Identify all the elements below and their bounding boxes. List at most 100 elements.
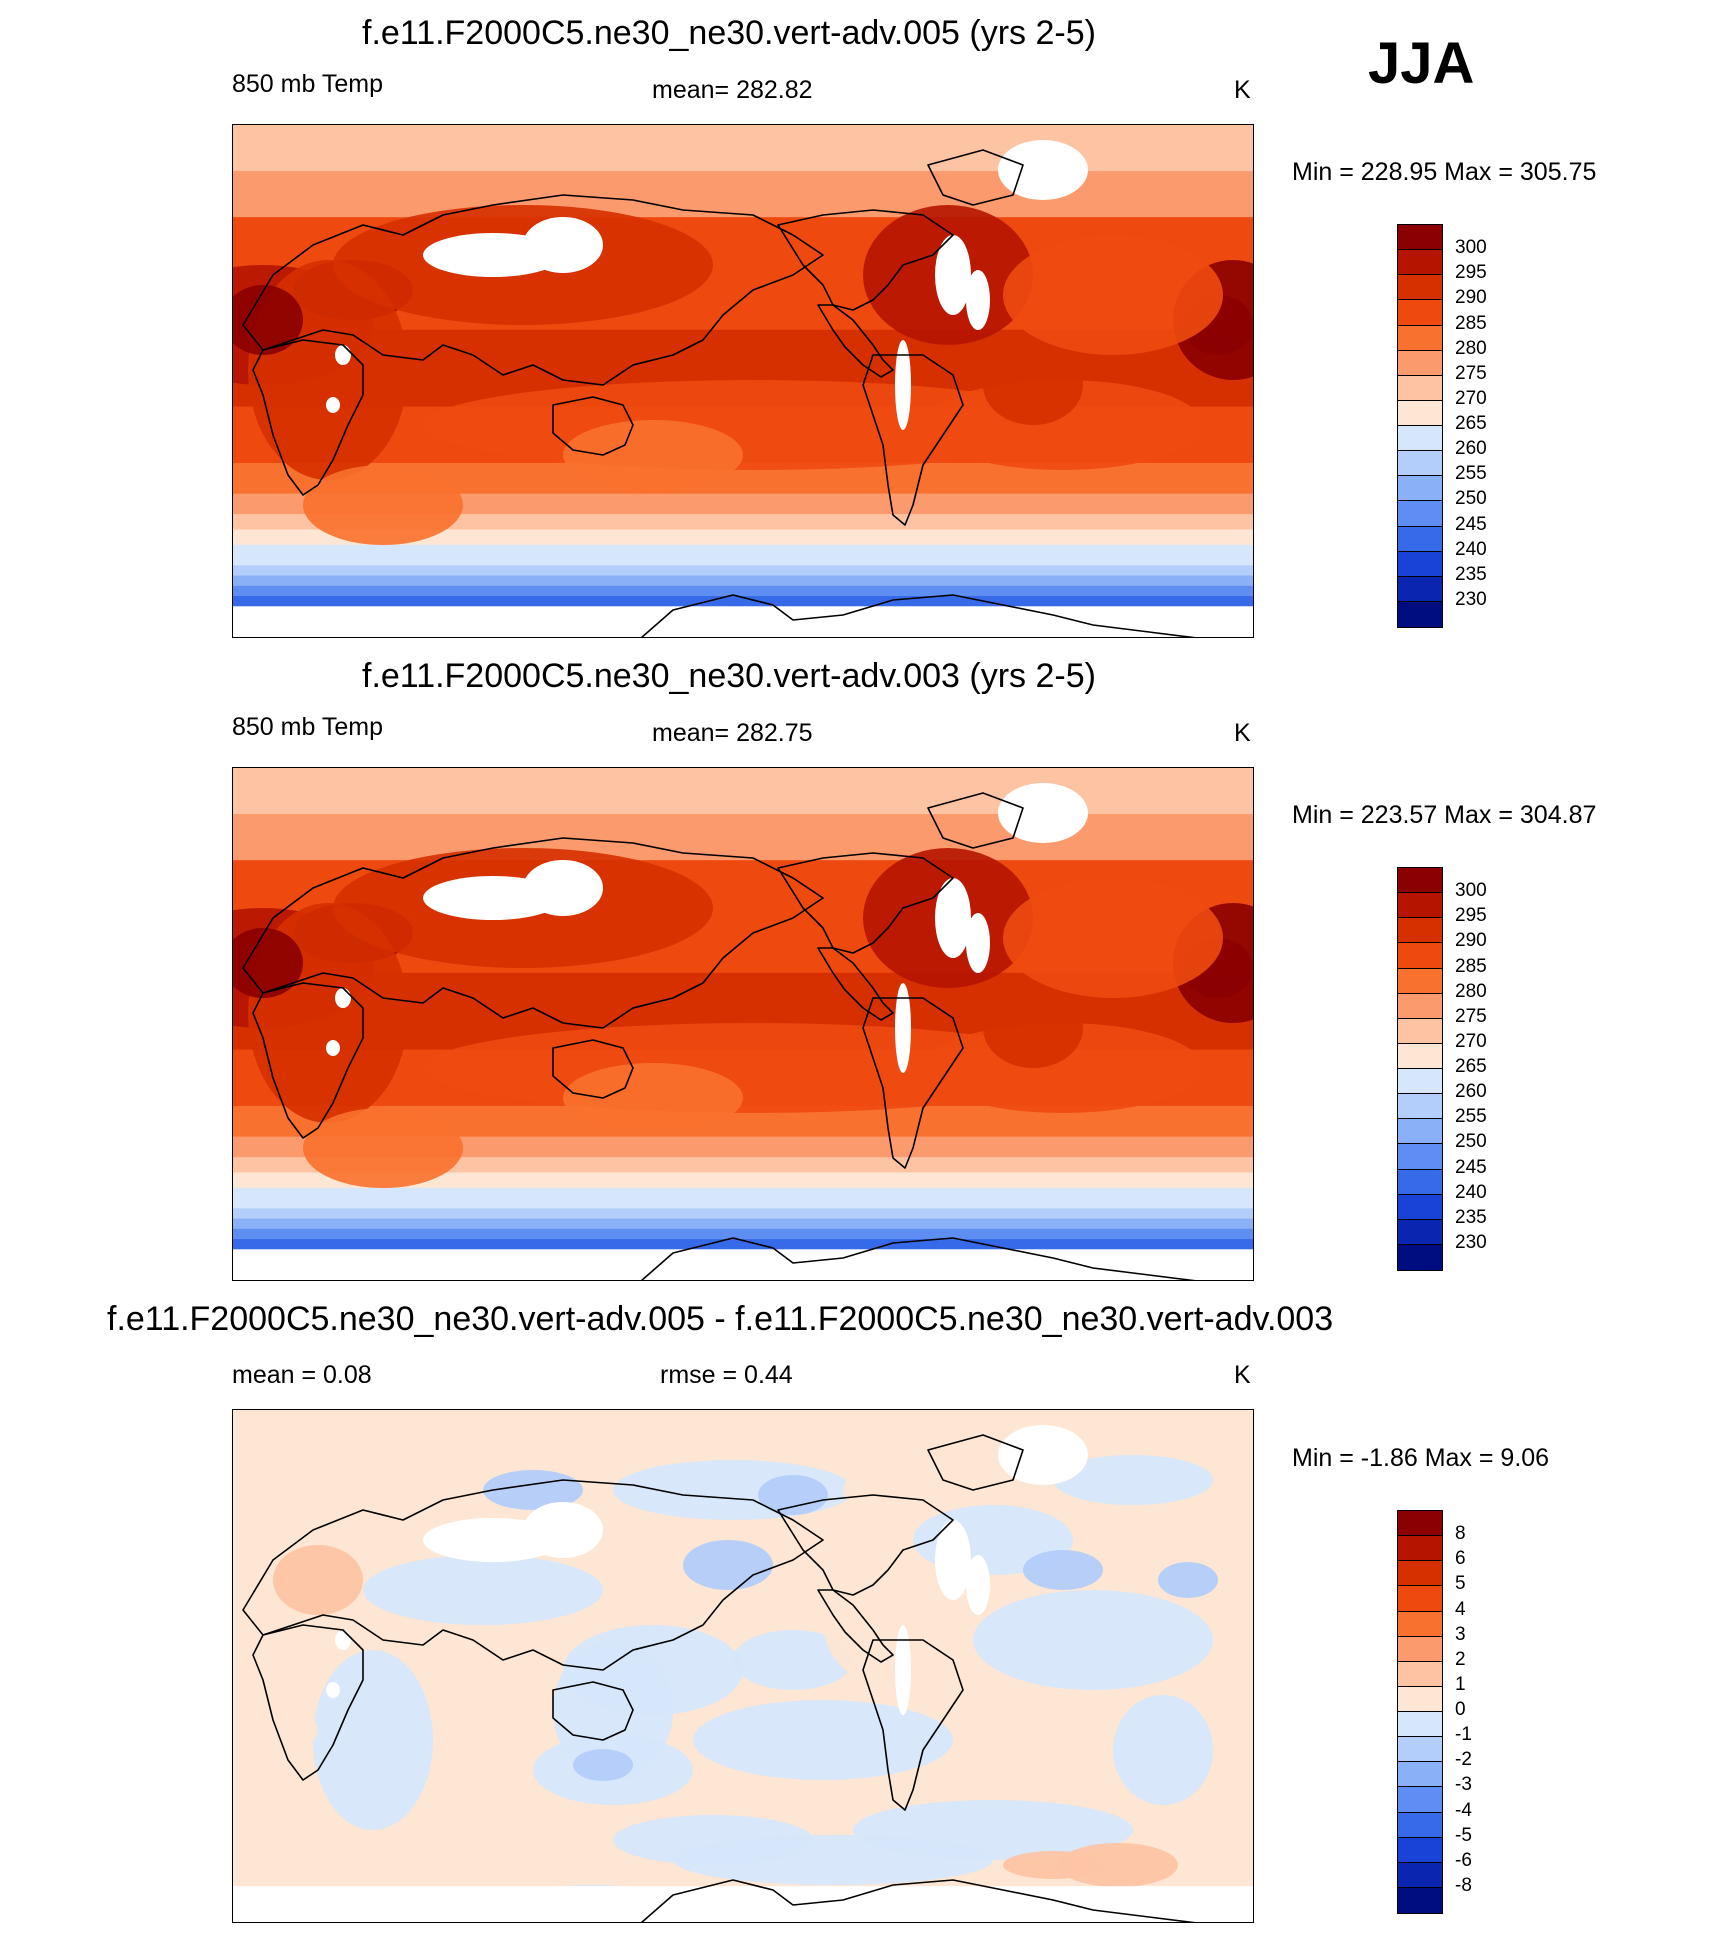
masked-terrain <box>326 1040 340 1056</box>
colorbar-box <box>1398 868 1442 894</box>
colorbar-tick-label: 235 <box>1455 563 1487 585</box>
coastline <box>242 1479 824 1671</box>
colorbar-box <box>1398 1887 1442 1913</box>
colorbar-box <box>1398 551 1442 577</box>
temperature-contour <box>1003 235 1223 355</box>
colorbar-box <box>1398 1712 1442 1738</box>
colorbar-box <box>1398 1862 1442 1888</box>
masked-terrain <box>523 217 603 273</box>
panel-3-rmse-label: rmse = 0.44 <box>660 1361 793 1389</box>
coastline <box>242 837 824 1029</box>
season-label: JJA <box>1368 31 1475 96</box>
colorbar-tick-label: 2 <box>1455 1648 1466 1670</box>
colorbar-tick-label: 4 <box>1455 1598 1466 1620</box>
difference-contour <box>1113 1695 1213 1805</box>
coastline <box>777 1494 954 1596</box>
colorbar-tick-label: 275 <box>1455 1005 1487 1027</box>
colorbar-box <box>1398 943 1442 969</box>
colorbar-box <box>1398 1787 1442 1813</box>
colorbar-tick-label: 240 <box>1455 538 1487 560</box>
colorbar-tick-label: 8 <box>1455 1523 1466 1545</box>
colorbar-tick-label: 255 <box>1455 1106 1487 1128</box>
colorbar-box <box>1398 225 1442 251</box>
colorbar-tick-label: 235 <box>1455 1206 1487 1228</box>
colorbar-tick-label: 280 <box>1455 337 1487 359</box>
colorbar-tick-label: 5 <box>1455 1573 1466 1595</box>
temperature-band <box>233 1218 1253 1230</box>
panel-2-units-label: K <box>1234 719 1251 747</box>
colorbar-tick-label: 0 <box>1455 1699 1466 1720</box>
colorbar-box <box>1398 476 1442 502</box>
colorbar-box <box>1398 1536 1442 1562</box>
colorbar-tick-label: 300 <box>1455 237 1487 259</box>
temperature-band <box>233 529 1253 546</box>
panel-1-colorbar <box>1397 224 1443 628</box>
panel-3-title: f.e11.F2000C5.ne30_ne30.vert-adv.005 - f… <box>107 1300 1334 1338</box>
colorbar-box <box>1398 1144 1442 1170</box>
colorbar-tick-label: 255 <box>1455 463 1487 485</box>
difference-contour <box>363 1555 603 1625</box>
difference-contour <box>268 1712 318 1748</box>
colorbar-tick-label: 265 <box>1455 413 1487 434</box>
temperature-band <box>233 565 1253 577</box>
colorbar-box <box>1398 426 1442 452</box>
coastline <box>777 209 954 311</box>
masked-terrain <box>326 1682 340 1698</box>
coastline <box>552 1681 634 1741</box>
coastline <box>242 194 824 386</box>
colorbar-tick-label: 245 <box>1455 513 1487 535</box>
masked-terrain <box>998 783 1088 843</box>
panel-2-title: f.e11.F2000C5.ne30_ne30.vert-adv.003 (yr… <box>362 657 1096 695</box>
masked-terrain <box>326 397 340 413</box>
temperature-contour <box>233 285 303 355</box>
colorbar-box <box>1398 275 1442 301</box>
temperature-band <box>233 125 1253 173</box>
difference-contour <box>1158 1562 1218 1598</box>
colorbar-tick-label: 245 <box>1455 1156 1487 1178</box>
difference-contour <box>573 1749 633 1781</box>
colorbar-box <box>1398 375 1442 401</box>
colorbar-tick-label: 280 <box>1455 980 1487 1002</box>
colorbar-box <box>1398 601 1442 627</box>
colorbar-box <box>1398 400 1442 426</box>
colorbar-box <box>1398 1611 1442 1637</box>
temperature-band <box>233 585 1253 598</box>
colorbar-box <box>1398 968 1442 994</box>
coastline <box>817 304 894 378</box>
difference-contour <box>1023 1550 1103 1590</box>
difference-contour <box>843 1465 943 1515</box>
colorbar-box <box>1398 325 1442 351</box>
temperature-band <box>233 544 1253 567</box>
missing-data-region <box>233 1886 1253 1922</box>
coastline <box>862 1639 964 1811</box>
colorbar-tick-label: 1 <box>1455 1673 1466 1695</box>
colorbar-tick-label: 285 <box>1455 312 1487 334</box>
colorbar-box <box>1398 893 1442 919</box>
coastline <box>552 1039 634 1099</box>
difference-contour <box>313 1650 433 1830</box>
difference-contour <box>733 1630 853 1690</box>
temperature-band <box>233 1187 1253 1210</box>
difference-contour <box>758 1475 828 1515</box>
missing-data-region <box>233 1249 1253 1280</box>
coastline <box>777 852 954 954</box>
colorbar-tick-label: 290 <box>1455 930 1487 952</box>
colorbar-tick-label: -5 <box>1455 1824 1472 1846</box>
colorbar-box <box>1398 1586 1442 1612</box>
difference-contour <box>973 1590 1213 1690</box>
colorbar-box <box>1398 918 1442 944</box>
panel-1-variable-label: 850 mb Temp <box>232 70 384 98</box>
coastline <box>862 997 964 1169</box>
masked-terrain <box>966 913 990 973</box>
colorbar-box <box>1398 1737 1442 1763</box>
colorbar-box <box>1398 451 1442 477</box>
colorbar-tick-label: 270 <box>1455 387 1487 409</box>
colorbar-box <box>1398 1043 1442 1069</box>
temperature-band <box>233 768 1253 816</box>
map-field <box>233 768 1253 1280</box>
masked-terrain <box>895 1625 911 1715</box>
masked-terrain <box>998 1425 1088 1485</box>
temperature-contour <box>563 420 743 490</box>
colorbar-box <box>1398 1018 1442 1044</box>
panel-3-units-label: K <box>1234 1361 1251 1389</box>
